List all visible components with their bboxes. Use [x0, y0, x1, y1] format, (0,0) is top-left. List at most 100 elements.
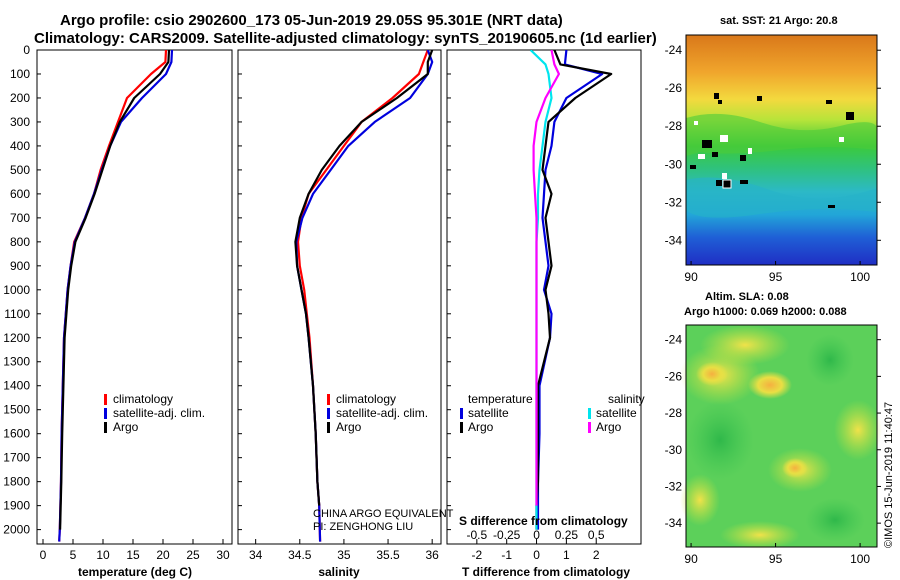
x-tick-label: 34.5: [288, 548, 312, 562]
x-tick-label: 0: [40, 548, 47, 562]
temperature-panel: [36, 49, 233, 545]
legend-swatch-climatology: [327, 394, 330, 405]
depth-tick-label: 1400: [3, 379, 30, 393]
sst-cloud-gaps: [694, 121, 844, 179]
temperature-legend: climatology satellite-adj. clim. Argo: [104, 392, 205, 434]
sla-map-title: Altim. SLA: 0.08: [705, 291, 789, 303]
depth-tick-label: 2000: [3, 523, 30, 537]
legend-swatch-climatology: [104, 394, 107, 405]
t-difference-axis-label: T difference from climatology: [462, 565, 630, 579]
x-tick-label: 20: [156, 548, 170, 562]
series-line-satellite-adj-clim-: [58, 50, 174, 542]
depth-tick-label: 1000: [3, 283, 30, 297]
header-line1: Argo profile: csio 2902600_173 05-Jun-20…: [60, 12, 563, 29]
legend-label-climatology: climatology: [113, 392, 173, 406]
temperature-axis-label: temperature (deg C): [78, 565, 192, 579]
series-line-argo: [59, 50, 171, 530]
legend-swatch-t-argo: [460, 422, 463, 433]
x-tick-label: 25: [186, 548, 200, 562]
depth-tick-label: 500: [10, 163, 30, 177]
depth-tick-label: 400: [10, 139, 30, 153]
sst-map-axes: 90 95 100 -24 -26 -28 -30 -32 -34: [665, 43, 881, 284]
sst-map-title: sat. SST: 21 Argo: 20.8: [720, 15, 838, 27]
depth-tick-label: 1600: [3, 427, 30, 441]
argo-float-marker: [722, 179, 732, 189]
depth-tick-label: 900: [10, 259, 30, 273]
depth-tick-label: 100: [10, 67, 30, 81]
map-y-tick-label: -28: [665, 406, 683, 420]
x-tick-label: 30: [216, 548, 230, 562]
depth-tick-label: 1800: [3, 475, 30, 489]
x-tick-label: -2: [472, 548, 483, 562]
legend-label-satellite: satellite-adj. clim.: [113, 406, 205, 420]
legend-title-temperature: temperature: [468, 392, 533, 406]
x-tick-label: 35.5: [376, 548, 400, 562]
s-difference-tick-label: -0.5: [467, 528, 488, 542]
depth-tick-label: 600: [10, 187, 30, 201]
temperature-x-axis: 0 5 10 15 20 25 30: [40, 539, 230, 562]
x-tick-label: 0: [533, 548, 540, 562]
legend-label-s-argo: Argo: [596, 420, 622, 434]
series-line-t-satellite: [536, 50, 604, 530]
s-difference-tick-label: 0.25: [555, 528, 579, 542]
map-x-tick-label: 100: [850, 270, 870, 284]
legend-swatch-argo: [104, 422, 107, 433]
legend-label-climatology: climatology: [336, 392, 396, 406]
sla-map-subtitle: Argo h1000: 0.069 h2000: 0.088: [684, 306, 847, 318]
x-tick-label: 36: [425, 548, 439, 562]
series-line-t-argo: [535, 50, 613, 530]
x-tick-label: 2: [593, 548, 600, 562]
salinity-legend: climatology satellite-adj. clim. Argo: [327, 392, 428, 434]
sst-missing-data: [690, 93, 854, 208]
legend-label-satellite: satellite-adj. clim.: [336, 406, 428, 420]
temperature-profiles: [58, 50, 174, 542]
depth-tick-label: 1900: [3, 499, 30, 513]
depth-tick-label: 800: [10, 235, 30, 249]
series-line-s-argo: [532, 50, 561, 506]
map-x-tick-label: 95: [769, 552, 783, 566]
legend-label-t-argo: Argo: [468, 420, 494, 434]
legend-label-s-satellite: satellite: [596, 406, 637, 420]
map-y-tick-label: -24: [665, 43, 683, 57]
x-tick-label: 10: [96, 548, 110, 562]
series-line-climatology: [58, 50, 168, 542]
legend-title-salinity: salinity: [608, 392, 645, 406]
x-tick-label: 5: [70, 548, 77, 562]
depth-tick-label: 0: [23, 43, 30, 57]
salinity-axis-label: salinity: [318, 565, 360, 579]
depth-tick-label: 1500: [3, 403, 30, 417]
x-tick-label: 1: [563, 548, 570, 562]
map-x-tick-label: 95: [769, 270, 783, 284]
legend-label-t-satellite: satellite: [468, 406, 509, 420]
depth-axis: 0 100 200 300 400 500 600 700 800 900 1000 1100 1200…: [3, 43, 451, 537]
s-difference-axis-label: S difference from climatology: [459, 514, 628, 528]
s-difference-tick-label: 0: [533, 528, 540, 542]
depth-tick-label: 700: [10, 211, 30, 225]
legend-swatch-t-satellite: [460, 408, 463, 419]
pi-annotation-line1: CHINA ARGO EQUIVALENT: [313, 508, 454, 520]
map-y-tick-label: -34: [665, 233, 683, 247]
legend-swatch-satellite: [327, 408, 330, 419]
sla-map: [680, 325, 882, 549]
legend-swatch-s-argo: [588, 422, 591, 433]
depth-tick-label: 300: [10, 115, 30, 129]
depth-tick-label: 1300: [3, 355, 30, 369]
depth-tick-label: 200: [10, 91, 30, 105]
depth-tick-label: 1100: [4, 307, 30, 321]
map-y-tick-label: -26: [665, 81, 683, 95]
legend-label-argo: Argo: [113, 420, 139, 434]
map-y-tick-label: -24: [665, 333, 683, 347]
legend-swatch-argo: [327, 422, 330, 433]
salinity-profiles: [294, 50, 434, 542]
pi-annotation-line2: PI: ZENGHONG LIU: [313, 521, 413, 533]
legend-swatch-s-satellite: [588, 408, 591, 419]
map-x-tick-label: 90: [684, 270, 698, 284]
t-difference-x-axis: -2 -1 0 1 2: [472, 539, 600, 562]
x-tick-label: 35: [337, 548, 351, 562]
x-tick-label: 15: [126, 548, 140, 562]
map-y-tick-label: -30: [665, 443, 683, 457]
header-line2: Climatology: CARS2009. Satellite-adjuste…: [34, 30, 657, 47]
sst-map-frame: [685, 34, 878, 266]
series-line-argo: [294, 50, 434, 506]
